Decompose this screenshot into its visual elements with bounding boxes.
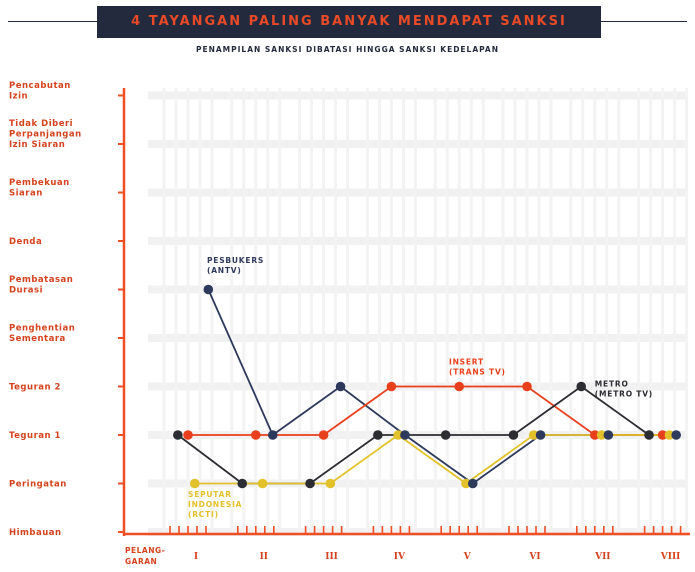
y-tick-label: Izin Siaran [9,140,65,150]
x-axis-label: GARAN [125,557,157,566]
data-point [189,478,200,489]
data-point [522,381,532,392]
x-tick-label: I [194,552,198,562]
x-tick-label: IV [394,552,406,562]
y-tick-label: Perpanjangan [9,130,82,140]
title-rule-left [8,21,97,22]
grid-band [148,91,688,100]
data-point [203,284,214,295]
x-tick-label: VIII [660,552,681,562]
series-points [173,284,681,489]
y-tick-label: Pembekuan [9,178,70,188]
data-point [257,478,268,489]
y-tick-label: Peringatan [9,480,67,490]
series-label: (RCTI) [188,510,219,519]
data-point [267,430,278,440]
data-point [400,430,410,440]
chart-title: 4 TAYANGAN PALING BANYAK MENDAPAT SANKSI [131,14,567,29]
data-point [528,430,539,440]
data-point [576,381,587,392]
series-label: (TRANS TV) [449,368,506,377]
data-point [467,478,478,489]
series-labels: PESBUKERS(ANTV) INSERT(TRANS TV) METRO(MET… [188,256,653,519]
y-tick-label: Izin [9,92,28,102]
series-label: INSERT [449,358,484,367]
grid-band [148,140,688,148]
series-label: METRO [595,380,629,389]
data-point [508,430,519,440]
series-label: INDONESIA [188,500,242,509]
grid-band [148,528,688,536]
data-point [590,430,600,440]
data-point [393,430,403,440]
y-tick-label: Denda [9,237,42,247]
data-point [440,430,451,440]
series-label: PESBUKERS [207,256,264,265]
x-tick-label: V [463,552,472,562]
y-tick-label: Teguran 2 [9,383,61,393]
data-point [251,430,261,440]
data-point [644,430,654,440]
y-tick-label: Sementara [9,334,66,344]
data-point [657,430,668,440]
data-point [664,430,675,440]
grid-band [148,237,688,245]
y-tick-label: Pencabutan [9,81,71,91]
data-point [596,430,607,440]
data-point [173,430,183,440]
series-label: (METRO TV) [595,390,653,399]
x-tick-label: VI [528,552,540,562]
grid-band [148,479,688,488]
chart-subtitle: PENAMPILAN SANKSI DIBATASI HINGGA SANKSI… [195,45,500,54]
series-label: SEPUTAR [188,490,232,499]
y-tick-label: Himbauan [9,528,62,538]
data-point [454,381,465,392]
data-point [305,478,315,489]
y-tick-label: Durasi [9,286,43,296]
data-point [373,430,383,440]
x-tick-label: II [260,552,268,562]
title-banner: 4 TAYANGAN PALING BANYAK MENDAPAT SANKSI [97,6,601,38]
grid-band [148,188,688,197]
data-point [535,430,546,440]
data-point [461,478,471,489]
y-tick-label: Teguran 1 [9,431,61,441]
y-axis-labels: Himbauan Peringatan Teguran 1 Teguran 2 Peng… [9,81,124,538]
vertical-gridlines [162,88,689,531]
series-line [194,433,670,485]
data-point [325,478,336,489]
data-point [386,381,397,392]
y-tick-label: Tidak Diberi [9,119,73,129]
title-rule-right [601,21,687,22]
x-tick-label: III [325,552,338,562]
data-point [335,381,346,392]
series-line [188,385,663,436]
x-tick-label: VII [594,552,610,562]
x-axis-label: PELANG- [125,546,165,555]
data-point [318,430,329,440]
data-point [237,478,248,489]
data-point [671,430,681,440]
grid-band [148,334,688,342]
grid-band [148,285,688,294]
series-label: (ANTV) [207,266,242,275]
data-point [603,430,614,440]
data-point [183,430,193,440]
y-tick-label: Penghentian [9,324,75,334]
y-tick-label: Siaran [9,189,43,199]
y-tick-label: Pembatasan [9,275,73,285]
